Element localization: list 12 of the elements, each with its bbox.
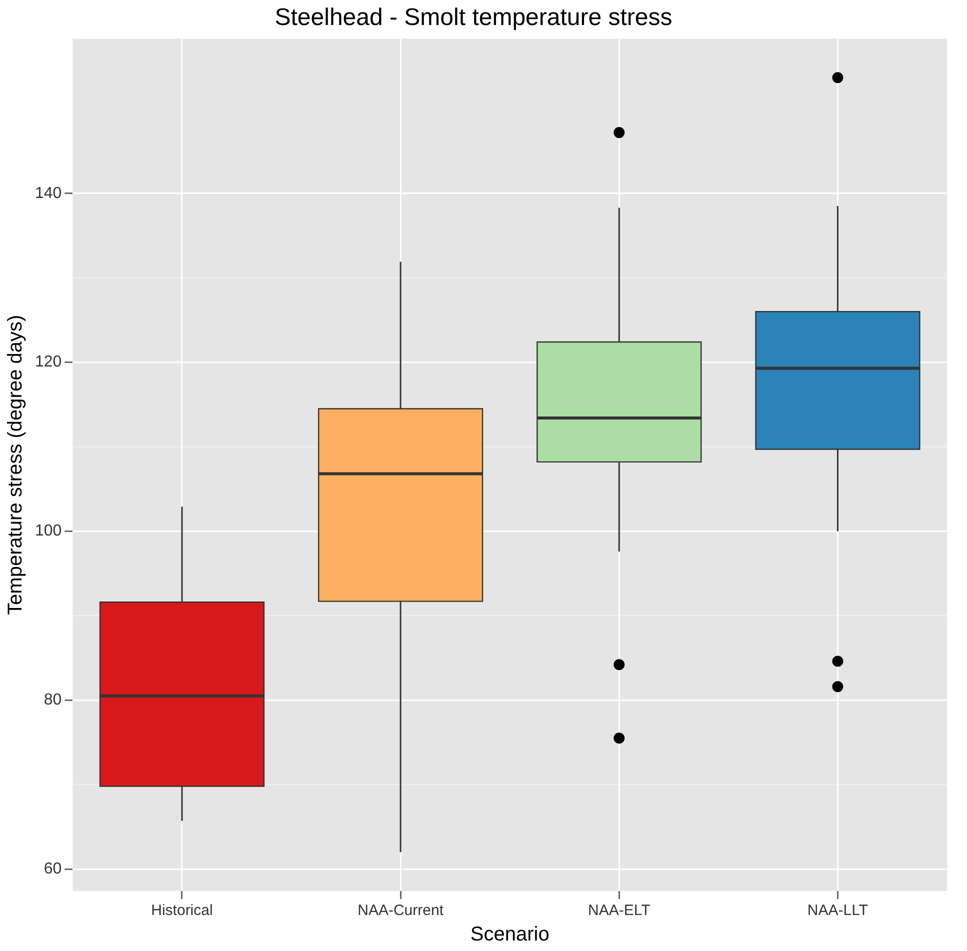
x-tick-label: NAA-Current — [358, 902, 444, 920]
y-axis-title: Temperature stress (degree days) — [4, 314, 27, 615]
chart-title: Steelhead - Smolt temperature stress — [274, 4, 672, 32]
y-tick-label: 100 — [34, 522, 62, 540]
x-tick-label: NAA-ELT — [588, 902, 650, 920]
x-tick-label: Historical — [151, 902, 213, 920]
y-tick-label: 140 — [34, 184, 62, 202]
x-tick-label: NAA-LLT — [807, 902, 868, 920]
y-tick-label: 120 — [34, 354, 62, 371]
y-tick-label: 60 — [44, 860, 62, 878]
y-tick-label: 80 — [44, 692, 62, 709]
x-axis-title: Scenario — [470, 924, 550, 946]
